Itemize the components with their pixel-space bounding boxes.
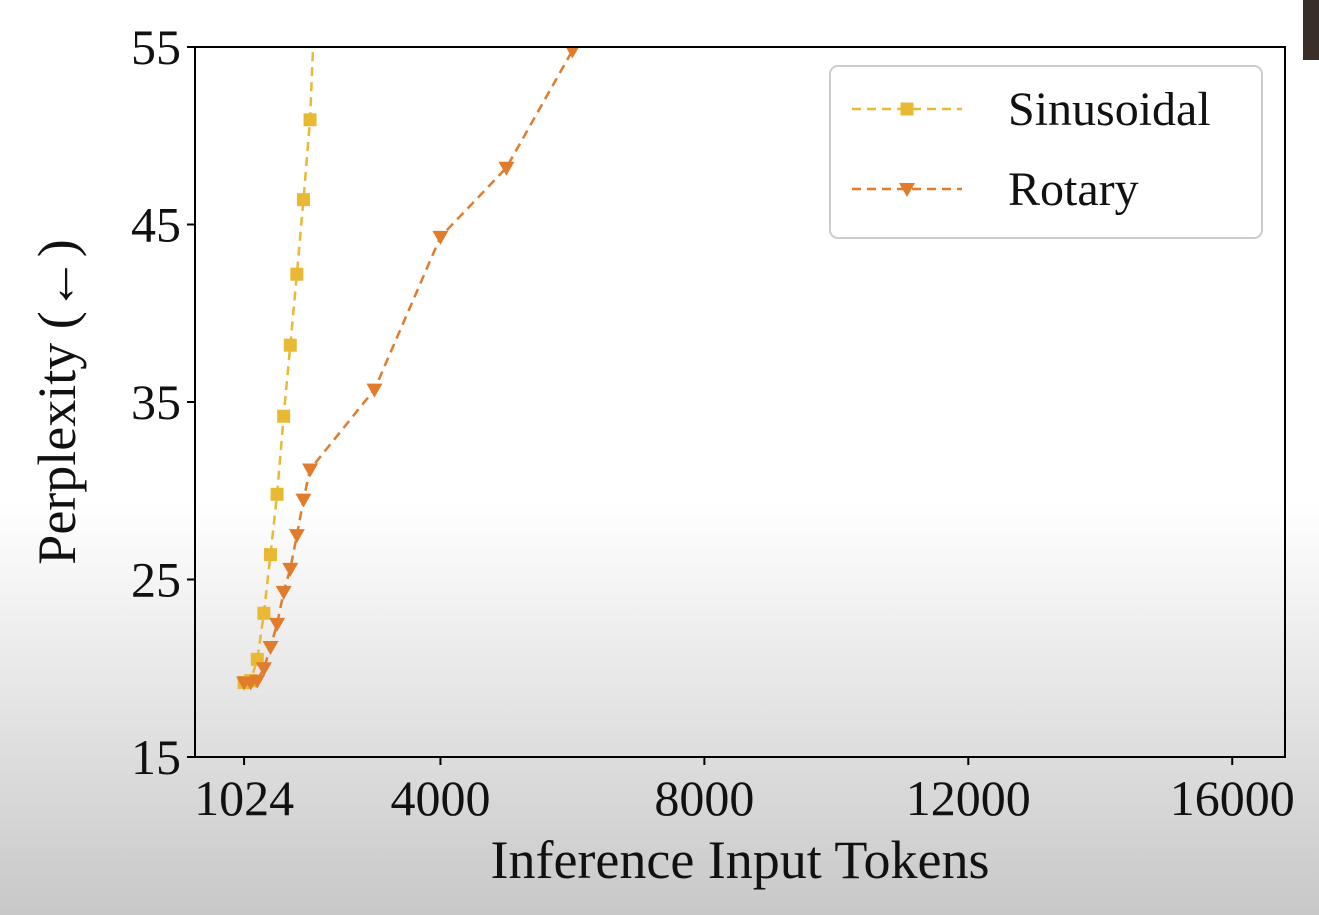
marker bbox=[295, 493, 312, 508]
x-axis-label: Inference Input Tokens bbox=[490, 830, 989, 890]
legend-box bbox=[829, 65, 1263, 239]
plot-area bbox=[236, 47, 580, 691]
marker bbox=[288, 529, 305, 544]
marker bbox=[262, 640, 279, 655]
marker bbox=[282, 562, 299, 577]
marker bbox=[283, 338, 297, 352]
marker bbox=[366, 383, 383, 398]
x-tick-label: 1024 bbox=[194, 770, 294, 826]
y-tick-label: 45 bbox=[131, 197, 181, 253]
marker bbox=[249, 674, 266, 689]
y-tick-label: 55 bbox=[131, 19, 181, 75]
marker bbox=[302, 463, 319, 478]
marker bbox=[296, 193, 310, 207]
legend-marker bbox=[899, 183, 915, 197]
legend-label: Sinusoidal bbox=[1008, 83, 1211, 136]
marker bbox=[290, 267, 304, 281]
y-axis-label: Perplexity (←) bbox=[27, 239, 87, 564]
x-tick-label: 16000 bbox=[1170, 770, 1295, 826]
marker bbox=[303, 113, 317, 127]
marker bbox=[275, 585, 292, 600]
marker bbox=[498, 161, 515, 176]
x-tick-label: 4000 bbox=[390, 770, 490, 826]
plot-frame bbox=[194, 46, 1286, 758]
marker bbox=[565, 47, 580, 59]
legend-label: Rotary bbox=[1008, 163, 1139, 216]
y-tick-label: 15 bbox=[131, 729, 181, 785]
marker bbox=[257, 606, 271, 620]
y-tick-label: 35 bbox=[131, 374, 181, 430]
x-tick-label: 8000 bbox=[654, 770, 754, 826]
marker bbox=[263, 548, 277, 562]
marker bbox=[432, 230, 449, 245]
marker bbox=[269, 617, 286, 632]
marker bbox=[277, 409, 291, 423]
y-tick-label: 25 bbox=[131, 552, 181, 608]
marker bbox=[270, 487, 284, 501]
marker bbox=[255, 662, 272, 677]
x-tick-label: 12000 bbox=[906, 770, 1031, 826]
video-thumbnail bbox=[1303, 0, 1319, 60]
legend-marker bbox=[900, 102, 914, 116]
